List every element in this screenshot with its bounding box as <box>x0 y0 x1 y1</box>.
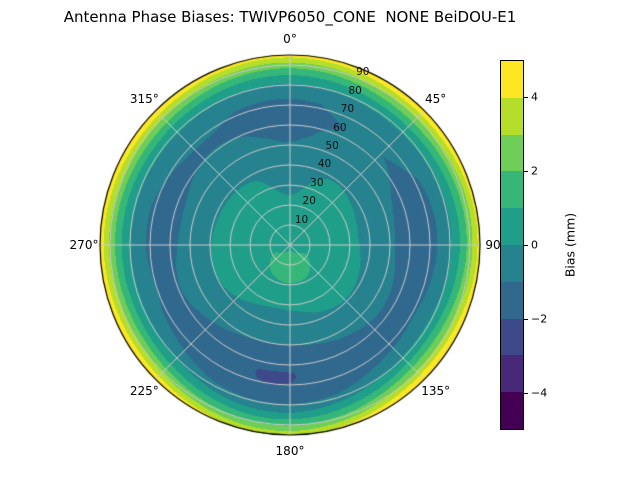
angular-tick-label: 45° <box>425 92 447 107</box>
radial-tick-label: 50 <box>325 139 339 152</box>
colorbar-tick-label: −2 <box>531 312 548 326</box>
colorbar-tick-mark <box>524 392 528 394</box>
colorbar-segment <box>501 171 523 209</box>
polar-contour-canvas <box>90 45 490 445</box>
colorbar-segment <box>501 392 523 429</box>
colorbar-gradient <box>501 61 523 429</box>
colorbar-tick-mark <box>524 318 528 320</box>
colorbar-segment <box>501 134 523 172</box>
colorbar-tick-mark <box>524 170 528 172</box>
colorbar-tick-mark <box>524 244 528 246</box>
colorbar-segment <box>501 355 523 393</box>
chart-title: Antenna Phase Biases: TWIVP6050_CONE NON… <box>63 8 517 26</box>
colorbar <box>500 60 524 430</box>
colorbar-tick-label: 2 <box>531 164 538 178</box>
colorbar-tick-label: −4 <box>531 386 548 400</box>
radial-tick-label: 30 <box>310 176 324 189</box>
angular-tick-label: 135° <box>421 383 451 398</box>
radial-tick-label: 10 <box>294 213 309 226</box>
angular-tick-label: 270° <box>69 238 99 252</box>
radial-tick-label: 20 <box>302 195 316 208</box>
colorbar-tick-label: 0 <box>531 238 538 252</box>
colorbar-segment <box>501 281 523 319</box>
colorbar-segment <box>501 97 523 135</box>
angular-tick-label: 0° <box>283 32 297 46</box>
colorbar-segment <box>501 318 523 356</box>
radial-tick-label: 90 <box>356 66 370 79</box>
colorbar-segment <box>501 208 523 245</box>
angular-tick-label: 225° <box>129 383 159 398</box>
radial-tick-label: 70 <box>340 103 355 116</box>
angular-tick-label: 315° <box>129 92 159 107</box>
colorbar-tick-label: 4 <box>531 90 538 104</box>
angular-tick-label: 180° <box>275 444 305 458</box>
radial-tick-label: 40 <box>317 158 332 171</box>
polar-plot: 0° 45° 90° 135° 180° 225° 270° 315° 10 20 30 40 50 60… <box>70 32 507 458</box>
colorbar-segment <box>501 61 523 98</box>
radial-tick-label: 60 <box>333 121 347 134</box>
colorbar-segment <box>501 244 523 282</box>
colorbar-tick-mark <box>524 96 528 98</box>
colorbar-label: Bias (mm) <box>562 212 578 278</box>
radial-tick-label: 80 <box>348 84 362 97</box>
